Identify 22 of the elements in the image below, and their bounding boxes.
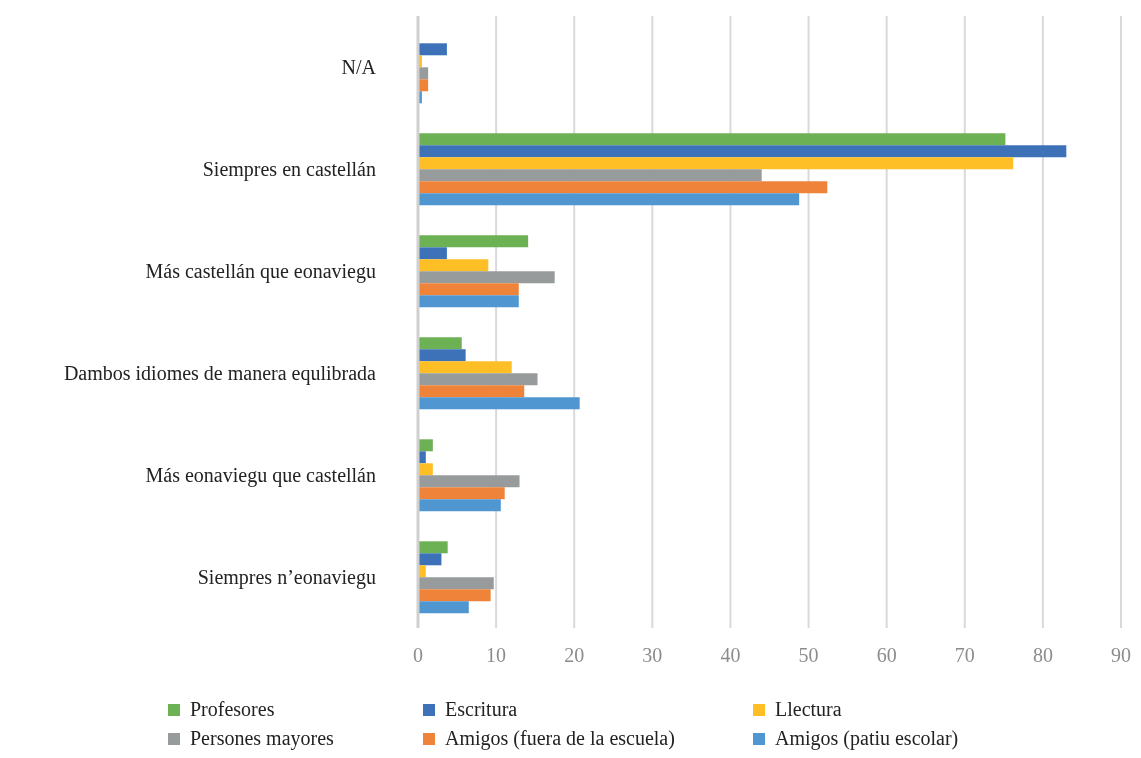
y-tick-label: Más castellán que eonaviegu [145,260,376,284]
y-tick-label: Siempres n’eonaviegu [197,566,376,590]
x-tick-label: 90 [1111,644,1131,667]
x-tick-label: 50 [798,644,819,667]
legend-label: Amigos (patiu escolar) [775,727,959,750]
x-tick-label: 10 [486,644,507,667]
x-tick-label: 20 [564,644,585,667]
x-tick-label: 60 [876,644,897,667]
y-tick-label: Dambos idiomes de manera equlibrada [63,362,377,386]
y-tick-label: Siempres en castellán [202,158,376,182]
legend-label: Amigos (fuera de la escuela) [445,727,675,750]
x-tick-label: 40 [720,644,741,667]
x-tick-label: 30 [642,644,663,667]
legend-label: Profesores [190,698,275,721]
legend-label: Llectura [775,698,842,721]
y-tick-label: N/A [341,56,377,79]
x-tick-label: 0 [413,644,423,667]
x-tick-label: 80 [1032,644,1053,667]
legend-label: Persones mayores [190,727,334,750]
legend-label: Escritura [445,698,518,721]
y-tick-label: Más eonaviegu que castellán [145,464,376,488]
x-tick-label: 70 [954,644,975,667]
